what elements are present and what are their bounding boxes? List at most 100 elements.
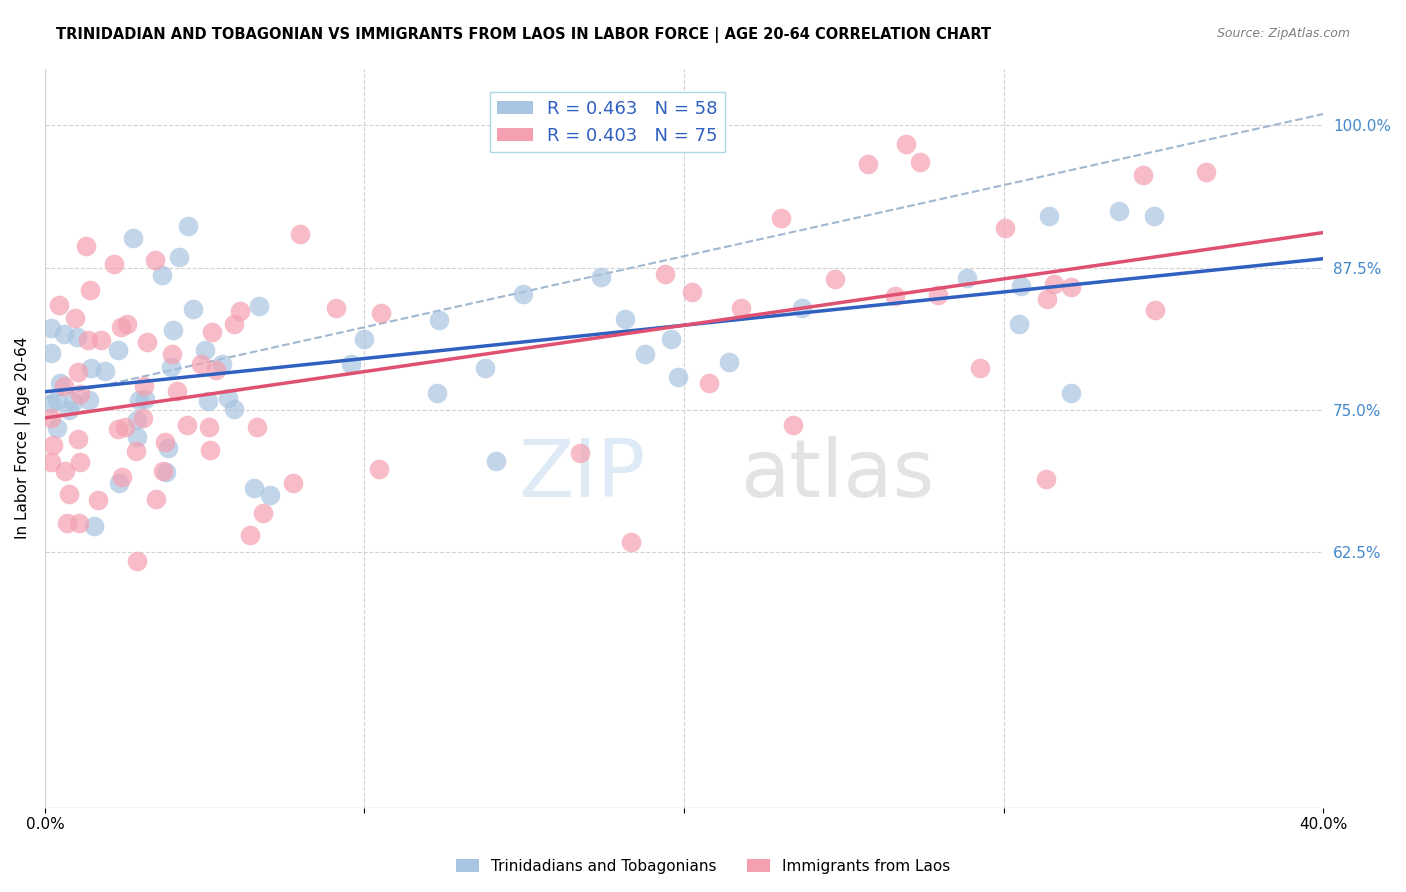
Point <box>1008 317 1031 331</box>
Point <box>153 434 176 449</box>
Point <box>176 418 198 433</box>
Point <box>790 301 813 315</box>
Point <box>730 301 752 315</box>
Point <box>910 154 932 169</box>
Point <box>1043 277 1066 291</box>
Point <box>79 283 101 297</box>
Point <box>39 410 62 425</box>
Point <box>697 376 720 390</box>
Point <box>143 252 166 267</box>
Point <box>782 418 804 433</box>
Point <box>340 357 363 371</box>
Point <box>45 421 67 435</box>
Point <box>1060 385 1083 400</box>
Point <box>125 413 148 427</box>
Point <box>1035 472 1057 486</box>
Point <box>103 258 125 272</box>
Point <box>115 318 138 332</box>
Point <box>613 311 636 326</box>
Point <box>134 392 156 407</box>
Point <box>132 379 155 393</box>
Point <box>155 465 177 479</box>
Point <box>49 376 72 390</box>
Point <box>370 306 392 320</box>
Point <box>190 357 212 371</box>
Point <box>894 136 917 151</box>
Point <box>110 319 132 334</box>
Point <box>69 455 91 469</box>
Point <box>125 444 148 458</box>
Point <box>131 411 153 425</box>
Point <box>87 492 110 507</box>
Point <box>824 271 846 285</box>
Point <box>243 481 266 495</box>
Point <box>39 321 62 335</box>
Point <box>76 333 98 347</box>
Point <box>956 270 979 285</box>
Point <box>76 239 98 253</box>
Point <box>884 289 907 303</box>
Point <box>66 433 89 447</box>
Point <box>969 361 991 376</box>
Point <box>224 318 246 332</box>
Point <box>325 301 347 316</box>
Point <box>177 219 200 233</box>
Point <box>1060 280 1083 294</box>
Point <box>197 393 219 408</box>
Point <box>156 442 179 456</box>
Point <box>1038 209 1060 223</box>
Point <box>198 420 221 434</box>
Point <box>858 157 880 171</box>
Point <box>589 270 612 285</box>
Point <box>426 386 449 401</box>
Legend: Trinidadians and Tobagonians, Immigrants from Laos: Trinidadians and Tobagonians, Immigrants… <box>450 853 956 880</box>
Point <box>79 361 101 376</box>
Point <box>1142 209 1164 223</box>
Point <box>152 464 174 478</box>
Point <box>238 528 260 542</box>
Point <box>427 313 450 327</box>
Point <box>66 330 89 344</box>
Point <box>246 420 269 434</box>
Point <box>39 395 62 409</box>
Point <box>1195 165 1218 179</box>
Point <box>259 488 281 502</box>
Point <box>368 462 391 476</box>
Point <box>167 251 190 265</box>
Point <box>67 365 90 379</box>
Point <box>194 343 217 357</box>
Point <box>204 363 226 377</box>
Point <box>145 492 167 507</box>
Point <box>620 534 643 549</box>
Point <box>67 516 90 530</box>
Point <box>217 391 239 405</box>
Point <box>211 357 233 371</box>
Point <box>108 476 131 491</box>
Point <box>162 323 184 337</box>
Point <box>252 506 274 520</box>
Point <box>122 230 145 244</box>
Point <box>474 361 496 376</box>
Point <box>58 402 80 417</box>
Point <box>166 384 188 399</box>
Point <box>1144 303 1167 318</box>
Point <box>927 287 949 301</box>
Text: Source: ZipAtlas.com: Source: ZipAtlas.com <box>1216 27 1350 40</box>
Point <box>353 332 375 346</box>
Point <box>90 334 112 348</box>
Text: atlas: atlas <box>741 436 935 514</box>
Point <box>634 346 657 360</box>
Point <box>111 470 134 484</box>
Point <box>160 347 183 361</box>
Point <box>107 343 129 358</box>
Point <box>77 393 100 408</box>
Y-axis label: In Labor Force | Age 20-64: In Labor Force | Age 20-64 <box>15 337 31 540</box>
Point <box>718 355 741 369</box>
Point <box>994 221 1017 235</box>
Point <box>62 394 84 409</box>
Point <box>125 430 148 444</box>
Legend: R = 0.463   N = 58, R = 0.403   N = 75: R = 0.463 N = 58, R = 0.403 N = 75 <box>489 93 725 152</box>
Point <box>198 443 221 458</box>
Point <box>666 370 689 384</box>
Point <box>93 364 115 378</box>
